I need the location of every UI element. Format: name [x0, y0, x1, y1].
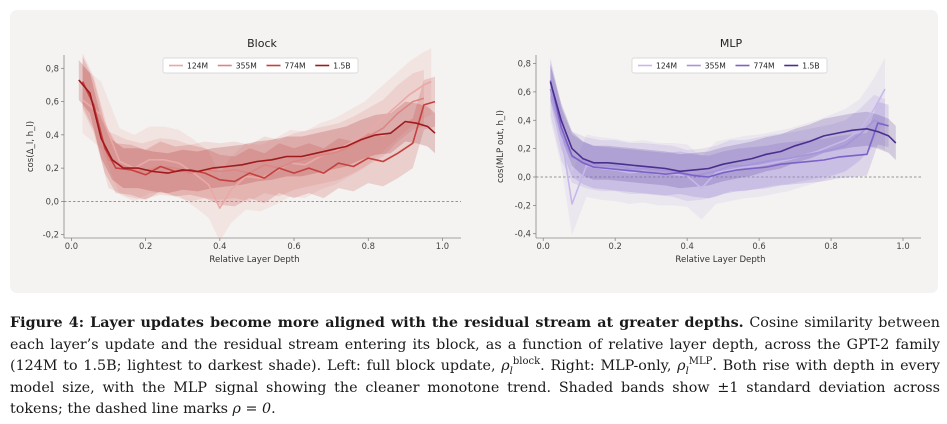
- mlp-ylabel: cos(MLP out, h_l): [496, 110, 506, 183]
- mlp-xtick-label: 0.6: [752, 241, 765, 251]
- block-plot: -0,2 0,0 0,2 0,4 0,6 0,8 0.0 0.2 0.4 0.6 0.8 1.0 Blo…: [26, 37, 461, 265]
- figure-panel: [10, 10, 938, 293]
- mlp-line-355M: [549, 88, 886, 177]
- mlp-legend-label-124M: 124M: [656, 62, 677, 71]
- block-title: Block: [247, 37, 277, 50]
- block-xtick-label: 1.0: [436, 241, 449, 251]
- mlp-legend-label-355M: 355M: [705, 62, 726, 71]
- mlp-xtick-label: 0.0: [537, 241, 550, 251]
- rho-zero: ρ = 0: [232, 401, 272, 418]
- mlp-legend: [631, 57, 828, 74]
- mlp-ytick-label: -0,2: [515, 200, 531, 210]
- block-ytick-label: 0,6: [46, 97, 59, 107]
- mlp-band-774M: [550, 59, 889, 199]
- block-legend: [162, 57, 359, 74]
- block-ytick-label: -0,2: [43, 230, 59, 240]
- figure-caption: Figure 4: Layer updates become more alig…: [10, 313, 940, 421]
- block-band-355M: [82, 53, 424, 202]
- mlp-band-124M: [550, 57, 885, 236]
- block-xtick-label: 0.8: [362, 241, 375, 251]
- block-xlabel: Relative Layer Depth: [209, 255, 299, 265]
- mlp-xlabel: Relative Layer Depth: [675, 255, 765, 265]
- mlp-legend-label-774M: 774M: [754, 62, 775, 71]
- block-xtick-label: 0.2: [139, 241, 152, 251]
- block-ytick-label: 0,0: [46, 196, 59, 206]
- rho-block-symbol: ρlblock: [501, 356, 541, 378]
- block-ylabel: cos(Δ_l, h_l): [26, 121, 36, 172]
- block-xtick-label: 0.0: [65, 241, 78, 251]
- mlp-ytick-label: 0,4: [518, 115, 531, 125]
- caption-figure-label: Figure 4:: [10, 315, 84, 331]
- block-line-355M: [81, 81, 425, 174]
- block-xtick-label: 0.4: [213, 241, 226, 251]
- block-legend-label-124M: 124M: [187, 62, 208, 71]
- block-line-1.5B: [78, 79, 436, 174]
- block-line-124M: [82, 80, 432, 209]
- mlp-ytick-label: 0,8: [518, 59, 531, 69]
- mlp-band-1.5B: [550, 64, 896, 189]
- caption-text-1: Cosine similarity between each layer’s u…: [10, 315, 941, 375]
- block-ytick-label: 0,8: [46, 63, 59, 73]
- mlp-band-355M: [550, 63, 885, 202]
- mlp-xtick-label: 1.0: [896, 241, 909, 251]
- mlp-xtick-label: 0.4: [680, 241, 693, 251]
- mlp-plot: -0,4 -0,2 0,0 0,2 0,4 0,6 0,8 0.0 0.2 0.4 0.6 0.8 1.…: [496, 37, 921, 265]
- block-ytick-label: 0,2: [46, 163, 59, 173]
- caption-text-4: .: [271, 401, 276, 418]
- block-ytick-label: 0,4: [46, 130, 59, 140]
- mlp-line-1.5B: [549, 81, 897, 173]
- block-band-124M: [82, 48, 432, 242]
- mlp-legend-label-1.5B: 1.5B: [802, 62, 819, 71]
- block-xtick-label: 0.6: [287, 241, 300, 251]
- block-legend-label-774M: 774M: [285, 62, 306, 71]
- block-legend-label-1.5B: 1.5B: [333, 62, 350, 71]
- mlp-line-774M: [549, 80, 889, 178]
- mlp-ytick-label: 0,0: [518, 172, 531, 182]
- mlp-ytick-label: -0,4: [515, 229, 531, 239]
- mlp-ytick-label: 0,6: [518, 87, 531, 97]
- block-line-774M: [81, 81, 436, 183]
- caption-text-2: . Right: MLP-only,: [540, 358, 678, 375]
- mlp-xtick-label: 0.8: [824, 241, 837, 251]
- block-legend-label-355M: 355M: [236, 62, 257, 71]
- mlp-title: MLP: [720, 37, 743, 50]
- figure-plots: -0,2 0,0 0,2 0,4 0,6 0,8 0.0 0.2 0.4 0.6 0.8 1.0 Blo…: [26, 37, 921, 265]
- rho-mlp-symbol: ρlMLP: [677, 356, 713, 378]
- mlp-xtick-label: 0.2: [608, 241, 621, 251]
- caption-text-3: . Both rise with depth in every model si…: [10, 358, 940, 418]
- caption-bold-sentence: Layer updates become more aligned with t…: [90, 315, 744, 331]
- block-band-774M: [82, 56, 435, 207]
- mlp-ytick-label: 0,2: [518, 144, 531, 154]
